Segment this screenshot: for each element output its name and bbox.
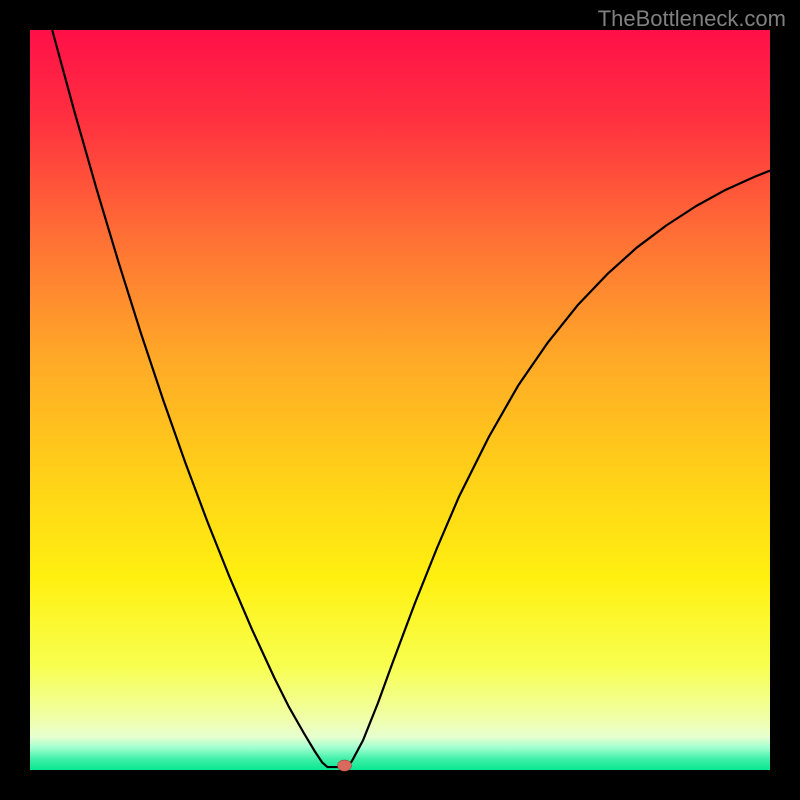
plot-background xyxy=(30,30,770,770)
watermark-text: TheBottleneck.com xyxy=(598,6,786,32)
chart-container: TheBottleneck.com xyxy=(0,0,800,800)
bottleneck-chart xyxy=(0,0,800,800)
optimal-point-marker xyxy=(338,760,352,771)
